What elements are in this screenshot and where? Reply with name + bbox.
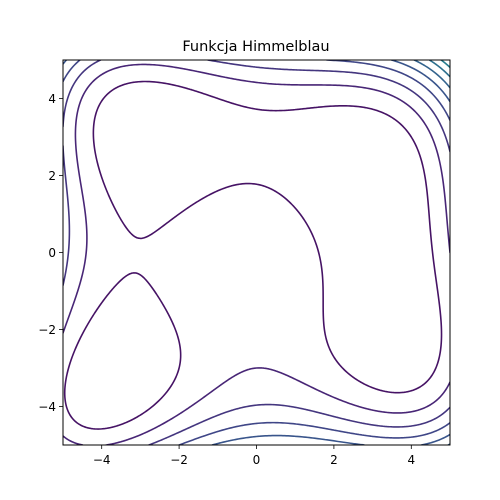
y-axis: −4 −2 0 2 4	[38, 92, 63, 414]
contour-level-200	[63, 63, 450, 445]
contour-level-400	[63, 60, 450, 445]
y-tick-label: −4	[38, 400, 56, 414]
x-tick-label: −2	[170, 453, 188, 467]
plot-frame	[62, 59, 451, 446]
x-tick-label: 0	[253, 453, 261, 467]
y-tick-label: 0	[48, 246, 56, 260]
x-tick-label: 2	[330, 453, 338, 467]
x-axis: −4 −2 0 2 4	[93, 445, 415, 467]
x-tick-label: 4	[407, 453, 415, 467]
y-tick-label: 2	[48, 169, 56, 183]
contour-level-800	[440, 60, 450, 69]
y-tick-label: 4	[48, 92, 56, 106]
contour-level-700	[428, 60, 450, 78]
chart-title: Funkcja Himmelblau	[182, 39, 329, 55]
x-tick-label: −4	[93, 453, 111, 467]
contour-lines	[63, 60, 450, 445]
contour-level-100	[63, 80, 443, 430]
y-tick-label: −2	[38, 323, 56, 337]
